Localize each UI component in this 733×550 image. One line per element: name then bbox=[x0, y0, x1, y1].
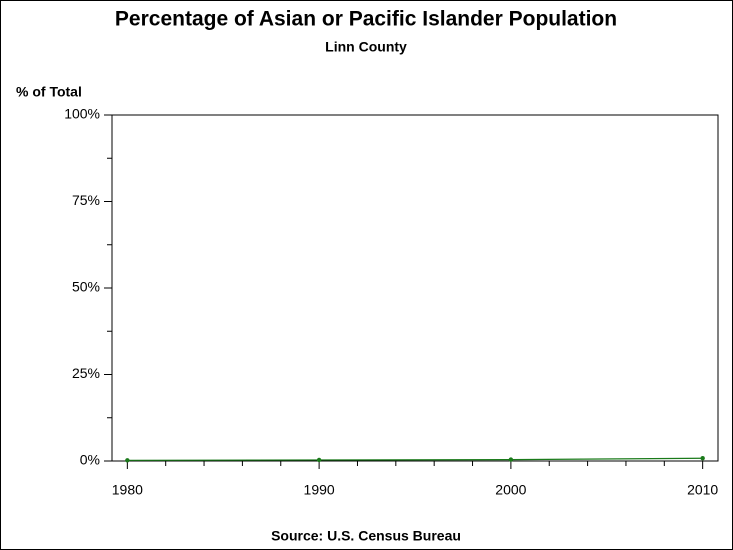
chart-subtitle: Linn County bbox=[325, 39, 407, 55]
plot-frame bbox=[111, 114, 719, 462]
data-point bbox=[508, 457, 514, 462]
y-tick-label: 100% bbox=[64, 106, 100, 122]
data-point bbox=[316, 457, 322, 463]
y-tick-label: 50% bbox=[72, 279, 100, 295]
source-note: Source: U.S. Census Bureau bbox=[271, 528, 461, 544]
x-tick-label: 2010 bbox=[687, 482, 718, 498]
data-point bbox=[700, 456, 705, 461]
y-axis-label: % of Total bbox=[16, 84, 82, 100]
x-tick-label: 2000 bbox=[495, 482, 526, 498]
y-tick-label: 75% bbox=[72, 192, 100, 208]
series-line bbox=[127, 457, 703, 461]
data-point bbox=[125, 458, 130, 463]
x-tick-label: 1980 bbox=[112, 482, 143, 498]
y-tick-label: 25% bbox=[72, 365, 100, 381]
y-tick-label: 0% bbox=[80, 452, 100, 468]
chart-title: Percentage of Asian or Pacific Islander … bbox=[115, 8, 617, 31]
x-tick-label: 1990 bbox=[304, 482, 335, 498]
